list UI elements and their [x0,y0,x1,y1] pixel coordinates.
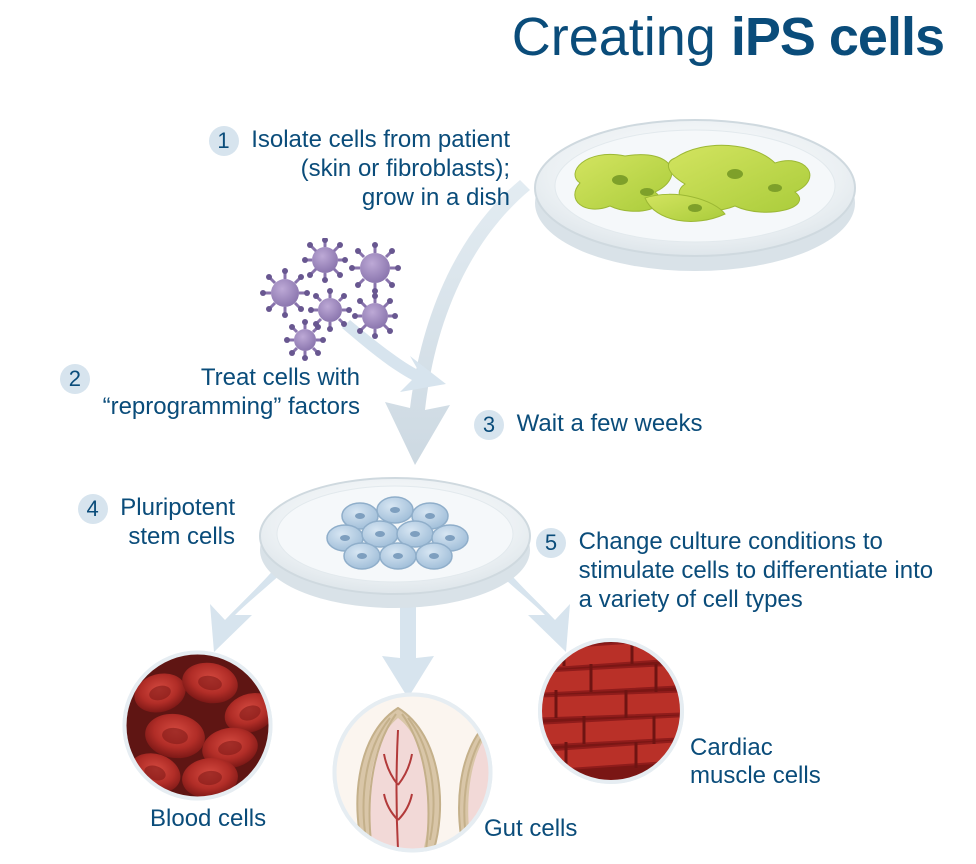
label-gut: Gut cells [484,815,577,843]
step-4: 4 Pluripotent stem cells [40,494,235,552]
virus-cluster [255,238,420,368]
step-5-text: Change culture conditions to stimulate c… [579,528,933,614]
step-1-text: Isolate cells from patient (skin or fibr… [251,126,510,212]
step-2: 2 Treat cells with “reprogramming” facto… [40,364,360,422]
step-3-text: Wait a few weeks [517,410,703,439]
step-2-num: 2 [60,364,90,394]
title-light: Creating [512,7,731,67]
dish-fibroblasts [525,88,865,283]
step-3-num: 3 [474,410,504,440]
title: Creating iPS cells [512,6,944,68]
step-1: 1 Isolate cells from patient (skin or fi… [60,126,510,212]
step-5-num: 5 [536,528,566,558]
step-2-text: Treat cells with “reprogramming” factors [103,364,360,422]
title-bold: iPS cells [731,7,944,67]
step-3: 3 Wait a few weeks [474,410,794,440]
infographic-canvas: Creating iPS cells [0,0,976,864]
label-cardiac-2: muscle cells [690,762,821,790]
dish-stemcells [250,450,540,620]
step-4-text: Pluripotent stem cells [120,494,235,552]
step-1-num: 1 [209,126,239,156]
label-blood: Blood cells [150,805,266,833]
label-cardiac-1: Cardiac [690,734,773,762]
step-5: 5 Change culture conditions to stimulate… [536,528,946,614]
outcome-gut [330,690,495,855]
outcome-cardiac [536,636,686,786]
step-4-num: 4 [78,494,108,524]
outcome-blood [120,648,275,803]
